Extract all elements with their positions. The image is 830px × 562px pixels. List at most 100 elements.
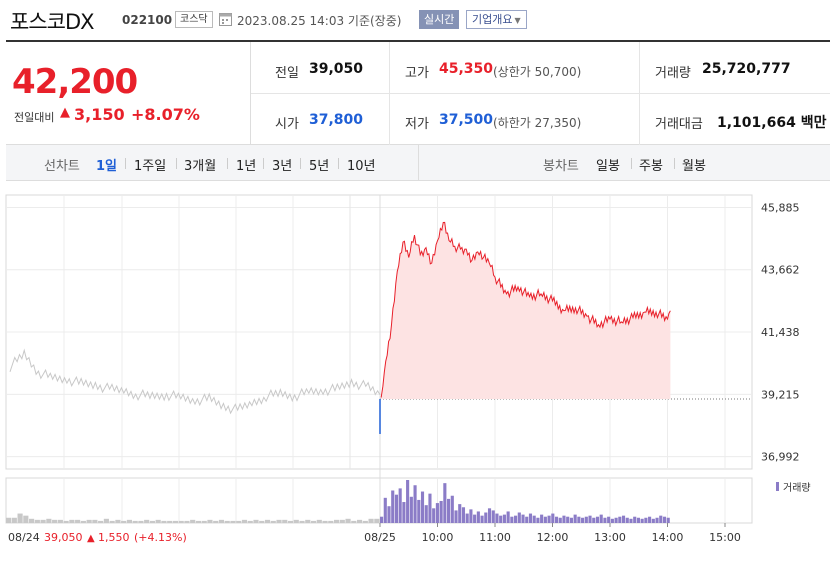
volume-bar-previous xyxy=(218,519,225,523)
lower-limit-text: (하한가 27,350) xyxy=(493,116,582,130)
volume-bar-today xyxy=(595,516,600,523)
volume-bar-today xyxy=(618,516,622,523)
volume-bar-previous xyxy=(46,518,52,523)
volume-bar-previous xyxy=(11,517,17,523)
volume-bar-today xyxy=(450,495,454,523)
volume-legend-label: 거래량 xyxy=(783,482,811,494)
x-tick-label: 15:00 xyxy=(709,531,741,544)
candle-monthly-button[interactable]: 월봉 xyxy=(682,159,706,174)
volume-bar-today xyxy=(636,517,640,523)
volume-bar-today xyxy=(514,515,518,523)
y-tick-label: 39,215 xyxy=(761,388,800,401)
period-1w-button[interactable]: 1주일 xyxy=(134,159,167,174)
volume-bar-today xyxy=(394,494,399,523)
volume-bar-previous xyxy=(40,519,46,523)
prev-date-label: 08/24 xyxy=(8,531,40,544)
volume-bar-previous xyxy=(264,519,271,523)
open-value: 37,800 xyxy=(309,112,364,128)
volume-bar-today xyxy=(607,516,611,523)
volume-bar-previous xyxy=(287,520,294,523)
volume-bar-today xyxy=(536,517,540,523)
period-3m-button[interactable]: 3개월 xyxy=(184,159,217,174)
x-tick-label: 13:00 xyxy=(594,531,626,544)
volume-bar-previous xyxy=(184,520,190,523)
volume-bar-today xyxy=(525,516,529,523)
summary-col-divider xyxy=(389,42,390,145)
volume-bar-today xyxy=(621,515,626,523)
volume-bar-today xyxy=(532,515,536,523)
period-5y-button[interactable]: 5년 xyxy=(309,159,330,174)
volume-bar-today xyxy=(610,518,614,523)
volume-bar-previous xyxy=(339,519,345,523)
toolbar-separator xyxy=(227,158,228,169)
volume-bar-previous xyxy=(253,519,259,523)
prev-up-arrow-icon: ▲ xyxy=(87,533,95,544)
volume-bar-today xyxy=(573,514,577,523)
volume-bar-today xyxy=(588,515,592,523)
period-1d-button[interactable]: 1일 xyxy=(96,159,118,174)
company-overview-button[interactable]: 기업개요 ▼ xyxy=(466,10,527,29)
volume-bar-previous xyxy=(328,520,334,523)
volume-bar-previous xyxy=(270,520,276,523)
volume-bar-today xyxy=(402,502,406,523)
volume-bar-previous xyxy=(126,519,132,523)
volume-bar-today xyxy=(603,517,607,523)
prev-close-label: 전일 xyxy=(275,66,299,81)
volume-bar-today xyxy=(458,504,462,523)
company-overview-label: 기업개요 xyxy=(472,13,513,26)
stock-name: 포스코DX xyxy=(10,10,95,34)
period-3y-button[interactable]: 3년 xyxy=(272,159,293,174)
volume-bar-today xyxy=(651,518,655,523)
volume-bar-previous xyxy=(75,519,81,523)
period-1y-button[interactable]: 1년 xyxy=(236,159,257,174)
today-price-line-up xyxy=(380,221,671,398)
volume-bar-today xyxy=(577,516,581,523)
volume-bar-today xyxy=(554,516,559,523)
volume-bar-today xyxy=(398,488,402,523)
volume-bar-today xyxy=(454,510,458,523)
volume-bar-previous xyxy=(52,519,58,523)
volume-bar-today xyxy=(633,516,637,523)
candle-chart-label: 봉차트 xyxy=(543,159,579,174)
summary-row-divider xyxy=(251,93,830,94)
stock-header: 포스코DX 022100 코스닥 2023.08.25 14:03 기준(장중)… xyxy=(0,0,830,40)
volume-bar-today xyxy=(491,510,495,523)
volume-bar-today xyxy=(562,515,566,523)
volume-bar-today xyxy=(655,517,659,523)
x-tick-label: 12:00 xyxy=(537,531,569,544)
change-percent: +8.07% xyxy=(131,105,200,124)
high-value: 45,350 xyxy=(439,61,494,77)
period-10y-button[interactable]: 10년 xyxy=(347,159,376,174)
candle-weekly-button[interactable]: 주봉 xyxy=(639,159,663,174)
volume-bar-today xyxy=(432,508,436,523)
candle-daily-button[interactable]: 일봉 xyxy=(596,159,620,174)
volume-bar-previous xyxy=(103,518,109,523)
volume-bar-previous xyxy=(374,518,380,523)
volume-bar-previous xyxy=(190,519,196,523)
volume-bar-today xyxy=(473,514,477,523)
volume-bar-today xyxy=(439,500,443,523)
x-tick-label: 11:00 xyxy=(479,531,511,544)
volume-bar-previous xyxy=(6,517,12,523)
volume-bar-today xyxy=(625,517,629,523)
volume-bar-today xyxy=(380,516,384,523)
volume-bar-previous xyxy=(362,520,368,523)
volume-bar-previous xyxy=(259,520,265,523)
volume-bar-today xyxy=(629,518,633,523)
volume-bar-previous xyxy=(121,520,127,523)
volume-bar-previous xyxy=(132,520,138,523)
toolbar-separator xyxy=(263,158,264,169)
toolbar-separator xyxy=(125,158,126,169)
volume-bar-previous xyxy=(241,519,248,523)
volume-bar-previous xyxy=(63,520,69,523)
volume-bar-today xyxy=(599,514,603,523)
volume-bar-previous xyxy=(195,520,202,523)
live-button[interactable]: 실시간 xyxy=(419,10,460,29)
volume-bar-previous xyxy=(333,519,340,523)
market-badge: 코스닥 xyxy=(175,11,213,28)
volume-series xyxy=(6,480,670,523)
volume-bar-today xyxy=(506,511,510,523)
low-label: 저가 xyxy=(405,117,429,132)
price-summary: 42,200 전일대비 ▲ 3,150 +8.07% 전일 39,050 시가 … xyxy=(6,40,830,145)
volume-bar-previous xyxy=(299,520,305,523)
